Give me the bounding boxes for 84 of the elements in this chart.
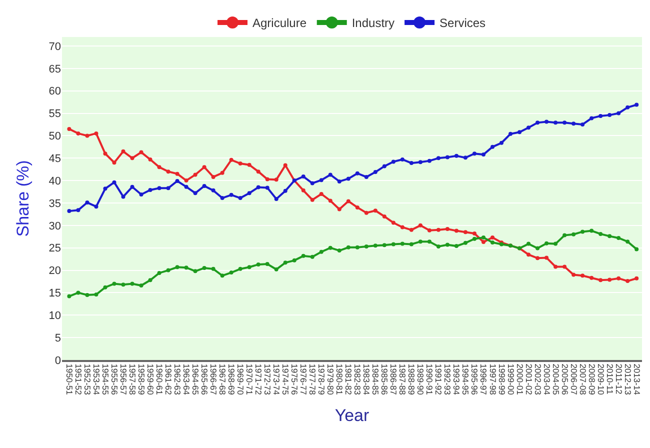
x-tick-label: 1968-69 <box>226 364 237 396</box>
x-tick-label: 2000-01 <box>514 364 525 396</box>
x-tick-label: 1958-59 <box>136 364 146 396</box>
x-tick-label: 1994-95 <box>460 364 471 396</box>
x-tick-label: 2013-14 <box>632 364 642 396</box>
x-tick-label: 1986-87 <box>388 364 399 396</box>
x-tick-label: 1965-66 <box>200 364 210 396</box>
x-tick-label: 1992-93 <box>442 364 453 396</box>
x-tick-label: 2010-11 <box>604 364 615 395</box>
y-tick-label: 65 <box>48 63 61 76</box>
legend-label: Agriculure <box>252 16 307 30</box>
x-tick-label: 1971-72 <box>254 364 264 396</box>
x-tick-label: 1955-56 <box>109 364 120 396</box>
x-tick-label: 1977-78 <box>308 364 318 396</box>
x-tick-label: 1951-52 <box>73 364 84 396</box>
x-tick-label: 1991-92 <box>434 364 444 396</box>
x-tick-label: 1964-65 <box>190 364 201 396</box>
y-tick-label: 20 <box>48 265 61 278</box>
x-tick-label: 1988-89 <box>406 364 417 396</box>
x-tick-label: 2012-13 <box>622 364 633 396</box>
y-tick-label: 40 <box>48 175 61 188</box>
y-tick-label: 25 <box>48 242 61 255</box>
x-tick-label: 1974-75 <box>280 364 291 396</box>
x-tick-label: 1995-96 <box>470 364 480 396</box>
x-tick-label: 1956-57 <box>118 364 128 396</box>
x-tick-label: 1954-55 <box>100 364 110 396</box>
x-tick-label: 1960-61 <box>154 364 165 396</box>
x-tick-label: 1969-70 <box>236 364 246 396</box>
x-tick-label: 2004-05 <box>550 364 561 396</box>
x-tick-label: 1985-86 <box>380 364 390 396</box>
x-tick-label: 1980-81 <box>334 364 345 396</box>
y-tick-label: 45 <box>48 152 61 165</box>
x-tick-label: 1961-62 <box>164 364 174 396</box>
x-tick-label: 1970-71 <box>244 364 255 396</box>
y-tick-label: 0 <box>54 354 61 367</box>
x-tick-label: 1989-90 <box>416 364 426 396</box>
x-tick-label: 1973-74 <box>272 364 282 396</box>
x-tick-label: 1983-84 <box>362 364 372 396</box>
x-tick-label: 2005-06 <box>560 364 570 396</box>
x-tick-label: 1972-73 <box>262 364 273 396</box>
x-tick-label: 1998-99 <box>496 364 507 396</box>
x-tick-label: 1963-64 <box>182 364 192 396</box>
y-tick-label: 35 <box>48 198 61 210</box>
x-tick-label: 1999-00 <box>506 364 516 396</box>
y-tick-label: 15 <box>48 288 61 300</box>
x-tick-label: 1962-63 <box>172 364 183 396</box>
x-tick-label: 1959-60 <box>145 364 156 396</box>
x-tick-label: 1990-91 <box>424 364 435 396</box>
y-tick-label: 10 <box>48 310 61 322</box>
x-tick-label: 1997-98 <box>488 364 498 396</box>
x-tick-label: 2003-04 <box>542 364 552 396</box>
x-tick-label: 1996-97 <box>478 364 489 396</box>
x-tick-label: 1975-76 <box>290 364 300 396</box>
y-tick-label: 5 <box>54 332 61 344</box>
x-tick-label: 1982-83 <box>352 364 363 396</box>
y-tick-label: 30 <box>48 220 61 232</box>
y-tick-label: 60 <box>48 86 61 98</box>
x-tick-label: 1957-58 <box>127 364 138 396</box>
x-tick-label: 1953-54 <box>91 364 102 396</box>
x-tick-label: 2009-10 <box>596 364 606 396</box>
x-tick-label: 1967-68 <box>218 364 228 396</box>
x-tick-label: 1993-94 <box>452 364 462 396</box>
y-tick-label: 55 <box>48 108 61 120</box>
y-axis-title: Share (%) <box>13 160 32 237</box>
y-tick-label: 50 <box>48 130 61 143</box>
x-tick-label: 2007-08 <box>578 364 588 396</box>
legend-label: Services <box>440 16 486 30</box>
x-tick-label: 1952-53 <box>82 364 92 396</box>
x-tick-label: 2001-02 <box>524 364 534 396</box>
x-tick-label: 1979-80 <box>326 364 336 396</box>
x-tick-label: 1987-88 <box>398 364 408 396</box>
x-tick-label: 1976-77 <box>298 364 309 396</box>
x-tick-label: 2006-07 <box>568 364 579 396</box>
x-axis-title: Year <box>334 406 370 426</box>
x-tick-label: 2002-03 <box>532 364 543 396</box>
x-tick-label: 2008-09 <box>586 364 597 396</box>
x-tick-label: 1978-79 <box>316 364 327 396</box>
x-tick-label: 2011-12 <box>614 364 624 395</box>
x-tick-label: 1984-85 <box>370 364 381 396</box>
y-tick-label: 70 <box>48 40 61 53</box>
x-tick-label: 1966-67 <box>208 364 219 396</box>
x-tick-label: 1950-51 <box>64 364 74 396</box>
legend-label: Industry <box>352 16 395 30</box>
x-tick-label: 1981-82 <box>344 364 354 396</box>
